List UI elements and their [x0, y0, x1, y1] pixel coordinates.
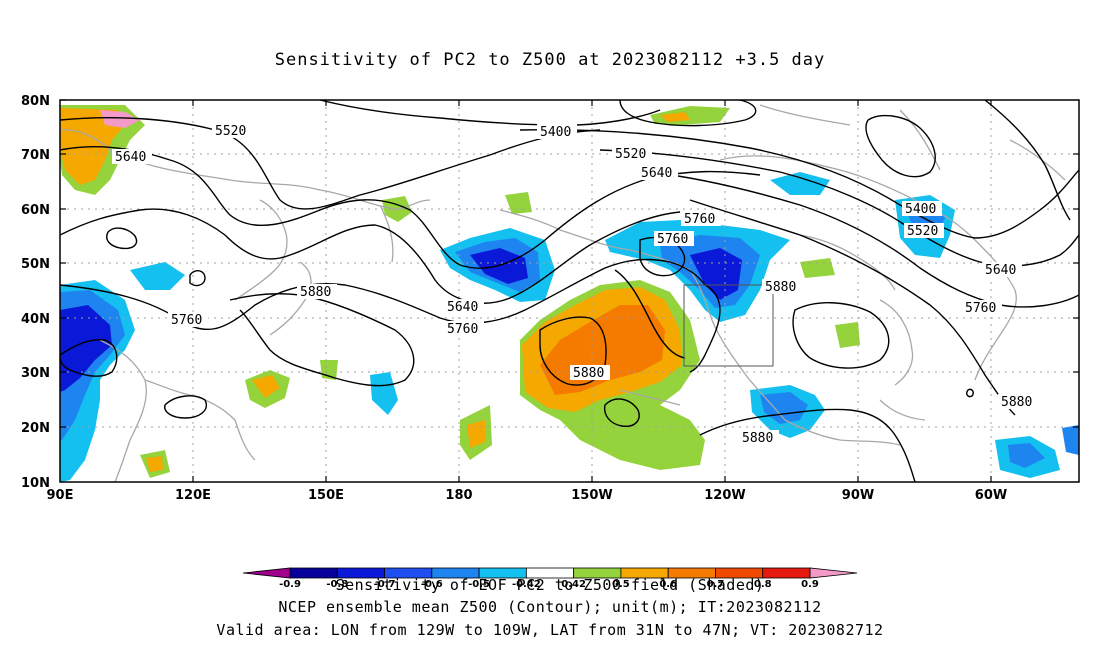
contour-label: 5760 — [684, 212, 715, 227]
colorbar-label: 0.7 — [707, 579, 725, 590]
colorbar-label: -0.42 — [512, 579, 541, 590]
coastlines — [60, 104, 1066, 482]
contour-label: 5760 — [171, 313, 202, 328]
colorbar-label: -0.6 — [421, 579, 443, 590]
contour-label: 5640 — [447, 300, 478, 315]
lon-label: 60W — [975, 488, 1007, 503]
gridlines — [60, 100, 1079, 482]
lat-label: 60N — [21, 203, 50, 218]
contour-label: 5880 — [1001, 395, 1032, 410]
colorbar-label: -0.5 — [468, 579, 490, 590]
chart-title: Sensitivity of PC2 to Z500 at 2023082112… — [274, 50, 826, 70]
contour-label: 5760 — [447, 322, 478, 337]
contour-label: 5400 — [905, 202, 936, 217]
footer-line-3: Valid area: LON from 129W to 109W, LAT f… — [216, 621, 884, 639]
colorbar-label: -0.9 — [279, 579, 301, 590]
negative-region — [60, 305, 112, 392]
contour-labels: 5520 5640 5400 5520 5640 5760 5760 5400 … — [112, 123, 1038, 446]
lat-label: 40N — [21, 312, 50, 327]
colorbar-label: 0.9 — [801, 579, 819, 590]
contour-label: 5880 — [573, 366, 604, 381]
contour-label: 5520 — [907, 224, 938, 239]
negative-region — [770, 172, 830, 195]
lon-label: 150E — [308, 488, 344, 503]
lat-label: 20N — [21, 421, 50, 436]
positive-region — [146, 456, 163, 472]
contour-label: 5880 — [300, 285, 331, 300]
lat-label: 30N — [21, 366, 50, 381]
lon-label: 120E — [175, 488, 211, 503]
map-frame — [59, 99, 1080, 483]
contour-label: 5520 — [215, 124, 246, 139]
negative-region — [690, 248, 742, 300]
sensitivity-shading — [60, 105, 1079, 482]
positive-region — [505, 192, 532, 214]
negative-region — [130, 262, 185, 290]
lon-label: 150W — [571, 488, 612, 503]
colorbar-label: -0.7 — [374, 579, 396, 590]
colorbar-label: -0.8 — [326, 579, 348, 590]
colorbar-label: 0.5 — [612, 579, 630, 590]
contour-label: 5880 — [742, 431, 773, 446]
axis-ticks — [60, 99, 1079, 482]
lon-label: 180 — [445, 488, 472, 503]
colorbar-label: 0.42 — [561, 579, 586, 590]
lon-label: 120W — [704, 488, 745, 503]
contour-label: 5640 — [985, 263, 1016, 278]
z500-contours — [60, 100, 1079, 482]
lat-label: 70N — [21, 148, 50, 163]
lon-label: 90E — [47, 488, 74, 503]
lon-label: 90W — [842, 488, 874, 503]
contour-label: 5520 — [615, 147, 646, 162]
contour-label: 5760 — [657, 232, 688, 247]
positive-region — [252, 375, 280, 398]
lat-label: 80N — [21, 94, 50, 109]
colorbar-segment — [762, 567, 811, 579]
footer-line-1: Sensitivity of EOF PC2 to Z500 field (Sh… — [335, 576, 765, 594]
contour-label: 5400 — [540, 125, 571, 140]
contour-label: 5760 — [965, 301, 996, 316]
positive-region — [100, 110, 140, 128]
lat-label: 50N — [21, 257, 50, 272]
positive-region — [835, 322, 860, 348]
lat-label: 10N — [21, 476, 50, 491]
positive-region — [660, 112, 690, 122]
negative-region — [1062, 425, 1079, 455]
contour-label: 5640 — [115, 150, 146, 165]
negative-region — [1008, 443, 1045, 468]
positive-region — [800, 258, 835, 278]
negative-region — [370, 372, 398, 415]
contour-label: 5880 — [765, 280, 796, 295]
contour-label: 5640 — [641, 166, 672, 181]
colorbar-label: 0.8 — [754, 579, 772, 590]
positive-region — [320, 360, 338, 380]
colorbar: -0.9 -0.8 -0.7 -0.6 -0.5 -0.42 0.42 0.5 0.6 0.7 0.… — [242, 567, 858, 590]
footer-line-2: NCEP ensemble mean Z500 (Contour); unit(… — [278, 598, 822, 616]
colorbar-label: 0.6 — [659, 579, 677, 590]
valid-area-box — [683, 284, 774, 367]
